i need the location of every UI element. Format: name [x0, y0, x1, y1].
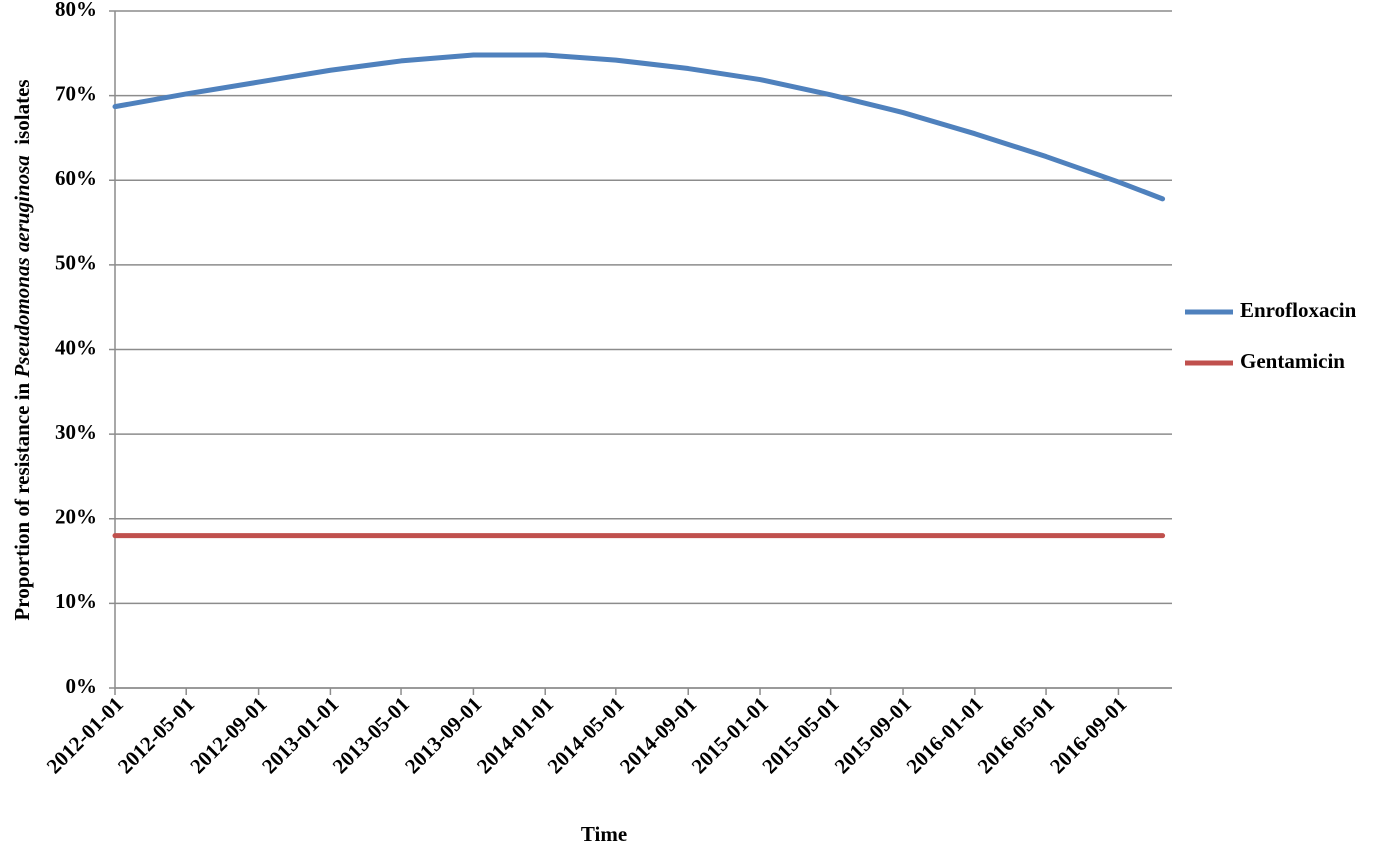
x-tick-label: 2012-09-01 — [185, 692, 271, 778]
legend-label: Gentamicin — [1240, 349, 1345, 373]
y-tick-label: 60% — [55, 166, 97, 190]
y-label-part: isolates — [10, 79, 34, 155]
y-tick-label: 80% — [55, 0, 97, 21]
x-tick-label: 2013-05-01 — [328, 692, 414, 778]
x-tick-label: 2016-09-01 — [1045, 692, 1131, 778]
y-axis-label: Proportion of resistance in Pseudomonas … — [10, 79, 34, 620]
x-tick-label: 2014-09-01 — [615, 692, 701, 778]
y-tick-label: 0% — [66, 674, 98, 698]
series-line — [112, 52, 1166, 202]
y-tick-label: 30% — [55, 420, 97, 444]
x-tick-label: 2015-09-01 — [830, 692, 916, 778]
x-tick-label: 2014-05-01 — [543, 692, 629, 778]
x-tick-label: 2013-09-01 — [400, 692, 486, 778]
y-tick-label: 50% — [55, 251, 97, 275]
x-axis-label: Time — [581, 822, 627, 846]
x-tick-label: 2012-01-01 — [42, 692, 128, 778]
y-tick-label: 10% — [55, 589, 97, 613]
x-tick-label: 2016-05-01 — [973, 692, 1059, 778]
y-tick-label: 20% — [55, 505, 97, 529]
x-tick-label: 2016-01-01 — [902, 692, 988, 778]
legend-label: Enrofloxacin — [1240, 298, 1357, 322]
y-label-part: Proportion of resistance in — [10, 378, 34, 621]
y-tick-label: 70% — [55, 81, 97, 105]
x-tick-label: 2015-05-01 — [757, 692, 843, 778]
x-tick-label: 2012-05-01 — [113, 692, 199, 778]
y-tick-label: 40% — [55, 335, 97, 359]
y-label-part: Pseudomonas aeruginosa — [10, 155, 34, 378]
